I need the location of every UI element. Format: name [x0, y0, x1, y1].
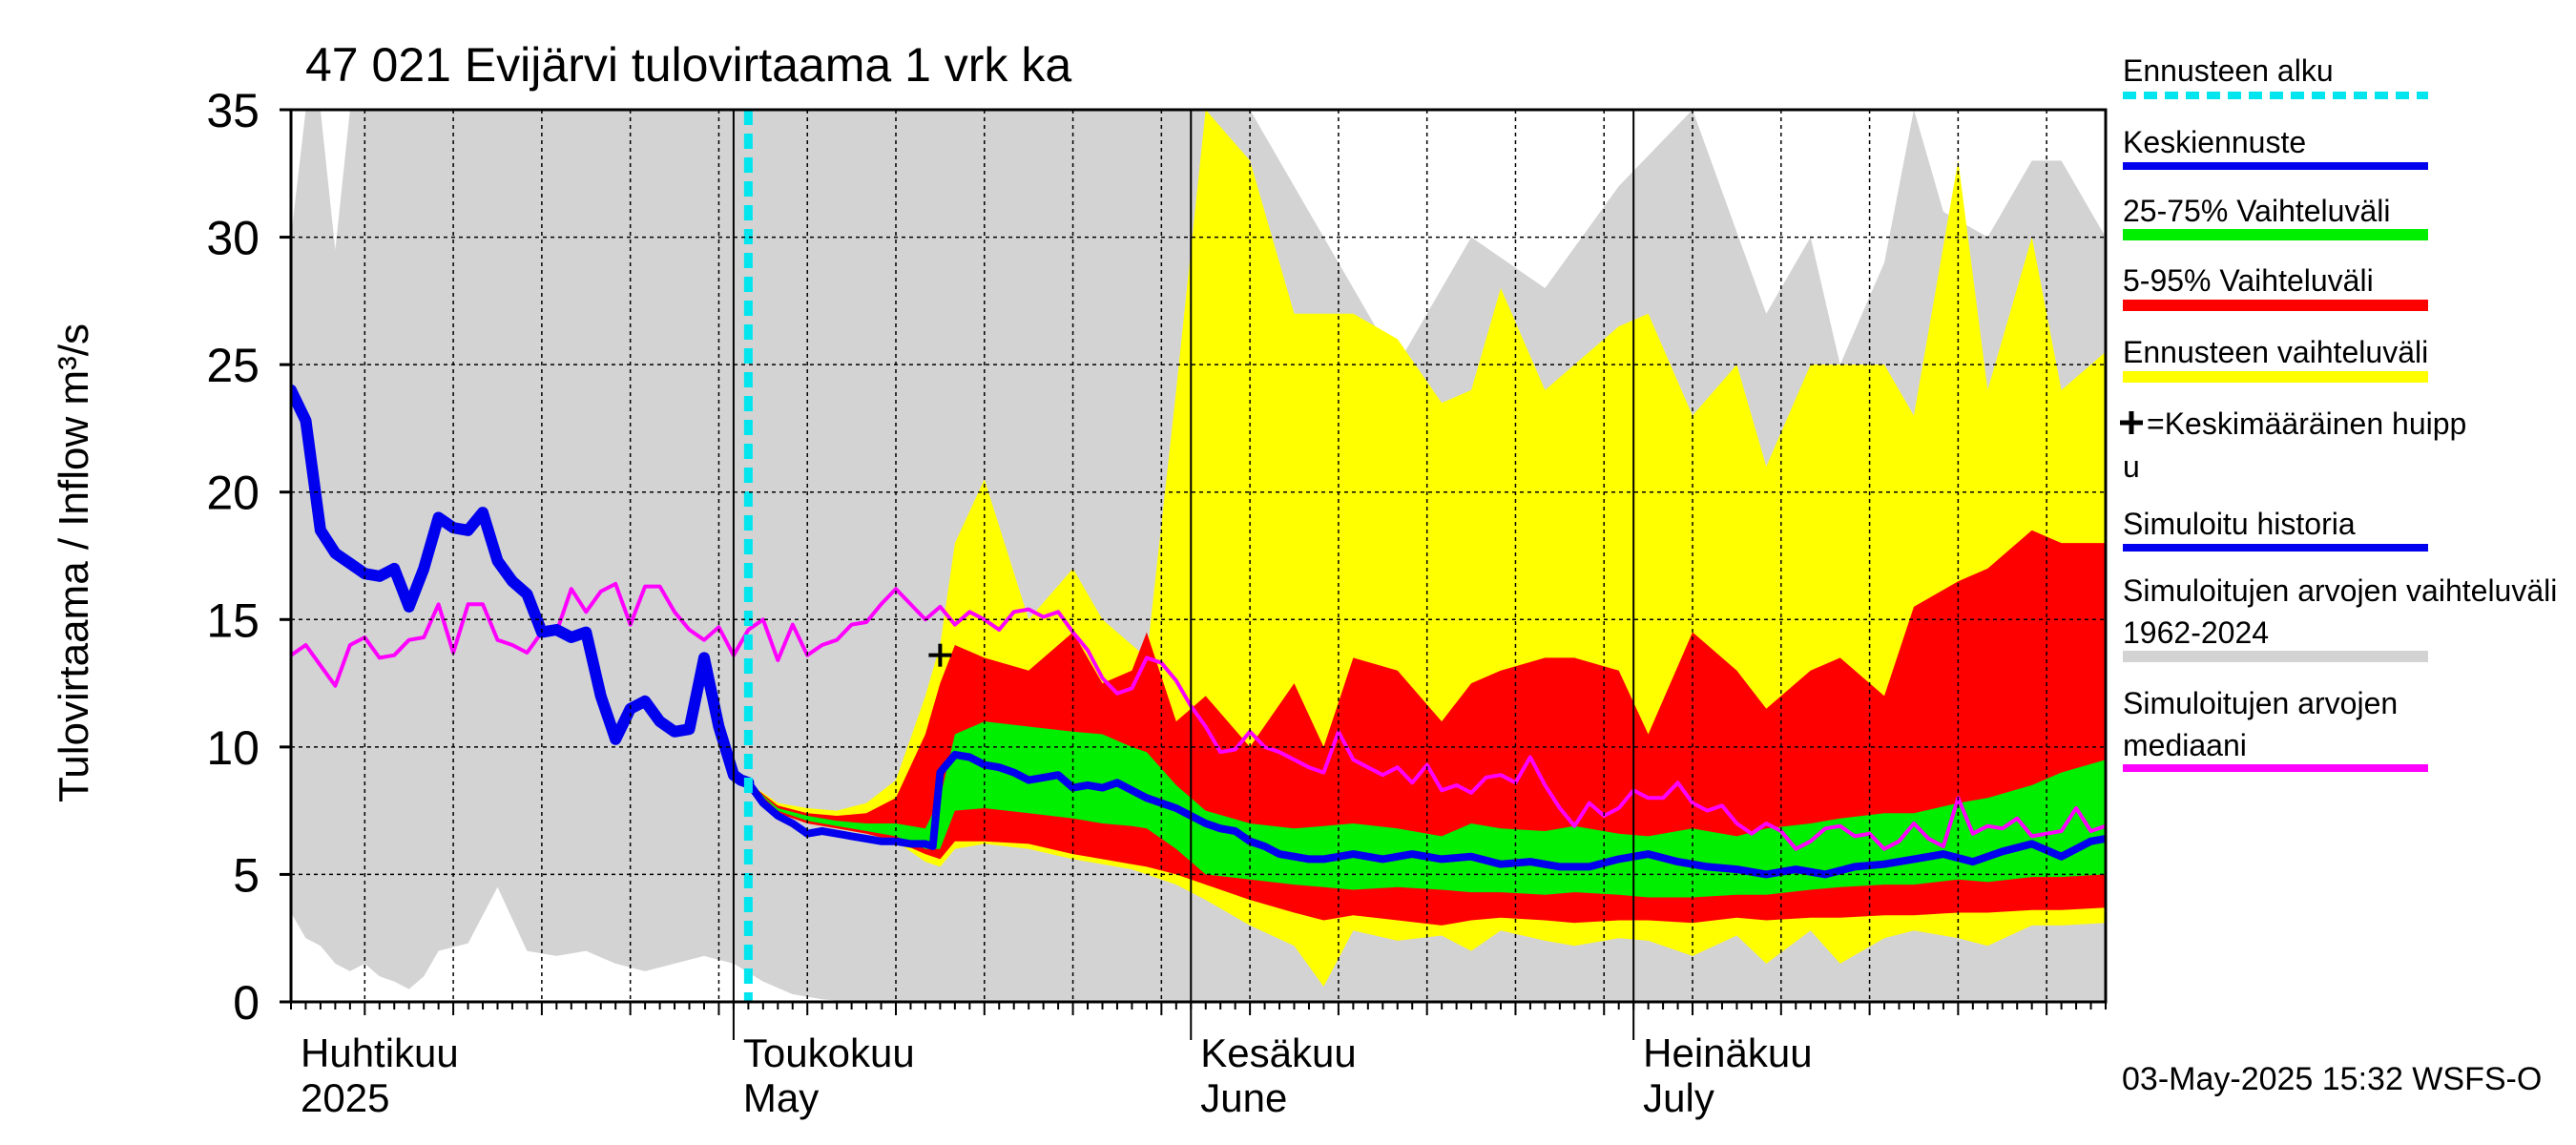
- legend-label: Ennusteen alku: [2123, 53, 2334, 88]
- axes: 0 5 10 15 20 25 30 35: [206, 84, 2108, 1030]
- simulated-history-line: [291, 384, 755, 789]
- band-5-95: [748, 530, 2106, 926]
- median-line: [291, 581, 2106, 851]
- timestamp: 03-May-2025 15:32 WSFS-O: [2122, 1061, 2542, 1097]
- month-label-fi: Kesäkuu: [1200, 1030, 1356, 1075]
- legend-label: Simuloitujen arvojen vaihteluväli: [2123, 573, 2557, 608]
- legend-label: mediaani: [2123, 728, 2247, 762]
- y-tick-label: 0: [233, 976, 260, 1030]
- grid: [291, 110, 2106, 1040]
- y-tick-label: 5: [233, 848, 260, 902]
- month-label-en: May: [743, 1075, 819, 1120]
- month-label-en: June: [1200, 1075, 1287, 1120]
- legend-label: Ennusteen vaihteluväli: [2123, 335, 2428, 369]
- plot-area: [291, 110, 2106, 1002]
- y-tick-label: 15: [206, 593, 260, 647]
- y-tick-label: 35: [206, 84, 260, 137]
- month-label-fi: Huhtikuu: [301, 1030, 459, 1075]
- month-label-fi: Heinäkuu: [1643, 1030, 1812, 1075]
- plot-frame: [289, 108, 2108, 1004]
- mean-forecast-line: [745, 750, 2106, 879]
- legend-label: 1962-2024: [2123, 615, 2269, 650]
- y-tick-label: 25: [206, 339, 260, 392]
- legend-label: 5-95% Vaihteluväli: [2123, 263, 2374, 298]
- legend-label: 25-75% Vaihteluväli: [2123, 194, 2390, 228]
- month-label-en: 2025: [301, 1075, 389, 1120]
- legend-label-cont: u: [2123, 449, 2140, 484]
- y-tick-label: 30: [206, 212, 260, 265]
- month-label-fi: Toukokuu: [743, 1030, 915, 1075]
- legend-label: Keskiennuste: [2123, 125, 2306, 159]
- legend-label: =Keskimääräinen huipp: [2147, 406, 2466, 441]
- month-label-en: July: [1643, 1075, 1714, 1120]
- legend: Ennusteen alku Keskiennuste 25-75% Vaihtel…: [2120, 53, 2557, 772]
- legend-label: Simuloitujen arvojen: [2123, 686, 2398, 720]
- legend-label: Simuloitu historia: [2123, 507, 2356, 541]
- y-axis-label: Tulovirtaama / Inflow m³/s: [51, 323, 97, 802]
- band-25-75: [748, 721, 2106, 898]
- y-tick-label: 20: [206, 467, 260, 520]
- chart-title: 47 021 Evijärvi tulovirtaama 1 vrk ka: [305, 38, 1071, 92]
- y-tick-label: 10: [206, 721, 260, 775]
